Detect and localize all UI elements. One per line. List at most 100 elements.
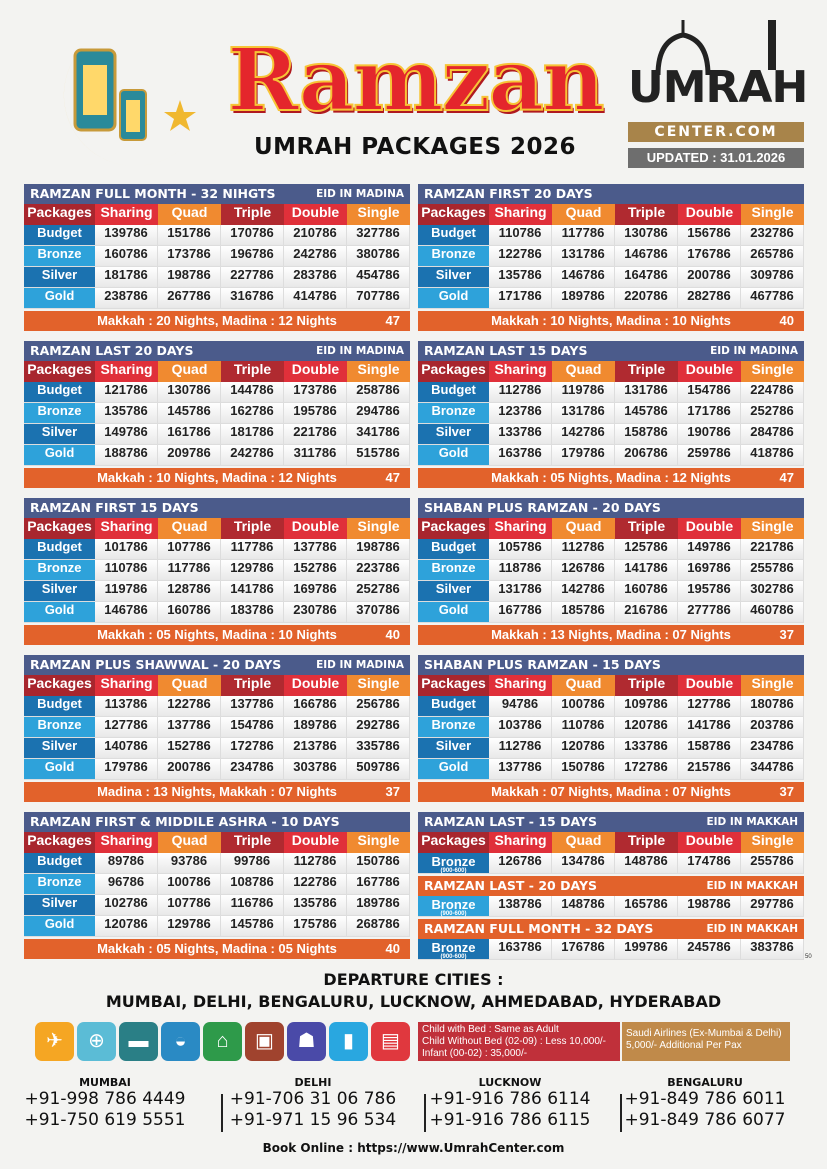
price-cell: 341786 xyxy=(347,424,410,445)
package-name: Gold xyxy=(24,445,95,466)
package-table: RAMZAN FULL MONTH - 32 NIHGTS EID IN MADI… xyxy=(24,184,410,331)
package-name: Bronze xyxy=(418,403,489,424)
nights-text: Makkah : 10 Nights, Madina : 12 Nights xyxy=(97,470,337,485)
price-cell: 100786 xyxy=(158,874,221,895)
price-cell: 199786 xyxy=(615,939,678,960)
price-cell: 146786 xyxy=(615,246,678,267)
price-cell: 119786 xyxy=(552,382,615,403)
column-header: Double xyxy=(678,832,741,853)
package-name: Budget xyxy=(24,225,95,246)
price-cell: 112786 xyxy=(284,853,347,874)
days-count: 37 xyxy=(779,784,794,799)
table-row: Bronze 123786 131786 145786 171786 252786 xyxy=(418,403,804,424)
table-header-row: Packages Sharing Quad Triple Double Single xyxy=(24,675,410,696)
table-row: Silver 112786 120786 133786 158786 234786 xyxy=(418,738,804,759)
package-name: Silver xyxy=(418,581,489,602)
column-header: Double xyxy=(284,361,347,382)
phone-number[interactable]: +91-706 31 06 786 xyxy=(229,1089,397,1109)
book-online-link[interactable]: Book Online : https://www.UmrahCenter.co… xyxy=(262,1141,565,1155)
price-cell: 172786 xyxy=(615,759,678,780)
contact-lucknow: LUCKNOW +91-916 786 6114 +91-916 786 6115 xyxy=(415,1076,605,1131)
price-cell: 196786 xyxy=(221,246,284,267)
price-cell: 215786 xyxy=(678,759,741,780)
price-cell: 297786 xyxy=(741,896,804,917)
phone-number[interactable]: +91-998 786 4449 xyxy=(24,1089,186,1109)
table-title: RAMZAN FULL MONTH - 32 DAYS xyxy=(424,921,654,936)
column-header: Quad xyxy=(552,675,615,696)
price-cell: 126786 xyxy=(489,853,552,874)
bus-icon: ▣ xyxy=(245,1022,284,1061)
price-cell: 414786 xyxy=(284,288,347,309)
phone-number[interactable]: +91-849 786 6011 xyxy=(624,1089,786,1109)
column-header: Sharing xyxy=(489,832,552,853)
table-row: Bronze 110786 117786 129786 152786 223786 xyxy=(24,560,410,581)
price-cell: 169786 xyxy=(678,560,741,581)
column-header: Sharing xyxy=(489,675,552,696)
price-cell: 238786 xyxy=(95,288,158,309)
column-header: Single xyxy=(347,518,410,539)
price-cell: 126786 xyxy=(552,560,615,581)
price-cell: 96786 xyxy=(95,874,158,895)
price-cell: 303786 xyxy=(284,759,347,780)
child-info-line: Infant (00-02) : 35,000/- xyxy=(422,1048,528,1059)
price-cell: 259786 xyxy=(678,445,741,466)
price-cell: 107786 xyxy=(158,539,221,560)
price-cell: 234786 xyxy=(741,738,804,759)
price-cell: 166786 xyxy=(284,696,347,717)
price-cell: 89786 xyxy=(95,853,158,874)
price-cell: 152786 xyxy=(158,738,221,759)
price-cell: 380786 xyxy=(347,246,410,267)
nights-text: Makkah : 05 Nights, Madina : 05 Nights xyxy=(97,941,337,956)
divider xyxy=(221,1094,223,1132)
package-name: Bronze xyxy=(418,717,489,738)
phone-number[interactable]: +91-916 786 6115 xyxy=(429,1110,591,1130)
package-name: Silver xyxy=(24,738,95,759)
price-cell: 255786 xyxy=(741,853,804,874)
price-cell: 131786 xyxy=(615,382,678,403)
price-cell: 108786 xyxy=(221,874,284,895)
phone-number[interactable]: +91-971 15 96 534 xyxy=(229,1110,397,1130)
price-cell: 309786 xyxy=(741,267,804,288)
column-header: Sharing xyxy=(95,361,158,382)
table-title-bar: RAMZAN LAST - 20 DAYS EID IN MAKKAH xyxy=(418,876,804,896)
phone-number[interactable]: +91-916 786 6114 xyxy=(429,1089,591,1109)
table-header-row: Packages Sharing Quad Triple Double Single xyxy=(418,204,804,225)
package-name: Gold xyxy=(24,602,95,623)
table-header-row: Packages Sharing Quad Triple Double Single xyxy=(24,832,410,853)
column-header: Packages xyxy=(24,204,95,225)
column-header: Single xyxy=(741,204,804,225)
nights-text: Makkah : 05 Nights, Madina : 12 Nights xyxy=(491,470,731,485)
price-cell: 198786 xyxy=(678,896,741,917)
price-cell: 154786 xyxy=(221,717,284,738)
price-cell: 169786 xyxy=(284,581,347,602)
price-cell: 195786 xyxy=(678,581,741,602)
price-cell: 227786 xyxy=(221,267,284,288)
price-cell: 216786 xyxy=(615,602,678,623)
phone-number[interactable]: +91-750 619 5551 xyxy=(24,1110,186,1130)
days-count: 47 xyxy=(385,313,400,328)
price-cell: 133786 xyxy=(615,738,678,759)
price-cell: 120786 xyxy=(95,916,158,937)
passport-visa-icon: ⊕ xyxy=(77,1022,116,1061)
column-header: Sharing xyxy=(489,518,552,539)
table-row: Gold 167786 185786 216786 277786 460786 xyxy=(418,602,804,623)
package-name: Gold xyxy=(418,445,489,466)
package-name: Silver xyxy=(418,267,489,288)
table-row: Gold 179786 200786 234786 303786 509786 xyxy=(24,759,410,780)
departure-cities: MUMBAI, DELHI, BENGALURU, LUCKNOW, AHMED… xyxy=(105,992,722,1011)
phone-number[interactable]: +91-849 786 6077 xyxy=(624,1110,786,1130)
price-cell: 181786 xyxy=(221,424,284,445)
package-name: Budget xyxy=(418,696,489,717)
child-info-line: Child Without Bed (02-09) : Less 10,000/… xyxy=(422,1036,606,1047)
price-cell: 123786 xyxy=(489,403,552,424)
price-cell: 221786 xyxy=(741,539,804,560)
price-cell: 173786 xyxy=(158,246,221,267)
price-cell: 113786 xyxy=(95,696,158,717)
price-cell: 144786 xyxy=(221,382,284,403)
nights-footer: Makkah : 10 Nights, Madina : 10 Nights 40 xyxy=(418,311,804,331)
package-name: Bronze xyxy=(24,717,95,738)
package-name: Budget xyxy=(24,539,95,560)
price-cell: 112786 xyxy=(489,382,552,403)
price-cell: 135786 xyxy=(95,403,158,424)
table-title: RAMZAN FIRST 20 DAYS xyxy=(424,186,593,201)
